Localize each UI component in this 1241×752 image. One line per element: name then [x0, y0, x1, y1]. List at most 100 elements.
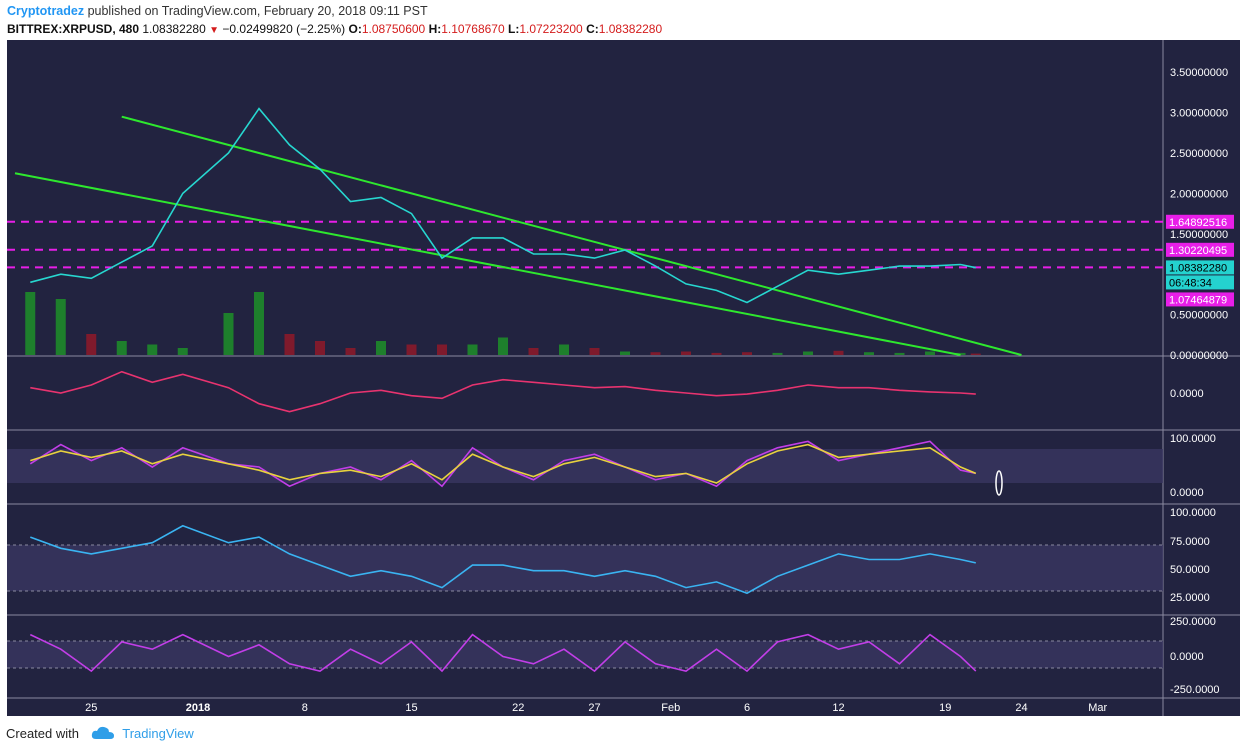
volume-bar	[894, 352, 905, 355]
high-value: 1.10768670	[441, 22, 505, 36]
volume-bar	[177, 348, 188, 355]
volume-bar	[681, 351, 691, 355]
last-price: 1.08382280	[142, 22, 206, 36]
volume-bar	[55, 299, 66, 355]
x-tick-label: 15	[405, 702, 417, 714]
close-label: C:	[586, 22, 599, 36]
volume-bar	[254, 292, 264, 355]
x-tick-label: 2018	[186, 702, 210, 714]
footer: Created with TradingView	[6, 726, 194, 743]
y-tick-label: 100.0000	[1170, 507, 1216, 519]
volume-bar	[315, 341, 325, 355]
stochastic-d-line	[30, 443, 977, 484]
price-badge-box	[1166, 214, 1234, 229]
price-badge: 1.30220495	[1166, 242, 1234, 257]
author-name[interactable]: Cryptotradez	[7, 4, 85, 18]
volume-bar	[284, 334, 295, 355]
volume-bar	[925, 351, 935, 355]
price-badge-label: 1.08382280	[1169, 262, 1227, 274]
y-tick-label: 0.50000000	[1170, 310, 1228, 322]
volume-bar	[559, 344, 569, 355]
price-badge-box	[1166, 275, 1234, 290]
plot-background	[7, 40, 1163, 697]
volume-bar	[742, 352, 752, 355]
rsi-band	[7, 545, 1163, 591]
volume-bar	[376, 341, 386, 355]
publish-info: Cryptotradez published on TradingView.co…	[7, 4, 428, 18]
symbol-label: BITTREX:XRPUSD, 480	[7, 22, 140, 36]
price-change: −0.02499820 (−2.25%)	[222, 22, 346, 36]
trend-line	[121, 115, 1022, 356]
y-tick-label: 75.0000	[1170, 536, 1210, 548]
annotation-ellipse	[995, 470, 1003, 496]
price-badge-box	[1166, 260, 1234, 275]
price-line	[30, 107, 976, 304]
y-tick-label: 0.0000	[1170, 487, 1204, 499]
volume-bar	[620, 351, 630, 355]
open-label: O:	[348, 22, 362, 36]
y-tick-label: 0.0000	[1170, 651, 1204, 663]
volume-bar	[223, 313, 234, 355]
volume-bar	[955, 352, 966, 355]
volume-bar	[147, 344, 158, 355]
price-badge-label: 06:48:34	[1169, 277, 1212, 289]
volume-bar	[406, 344, 417, 355]
x-tick-label: 6	[744, 702, 750, 714]
price-badge-label: 1.64892516	[1169, 217, 1227, 229]
x-tick-label: 22	[512, 702, 524, 714]
symbol-info: BITTREX:XRPUSD, 480 1.08382280 ▼ −0.0249…	[7, 22, 662, 36]
price-badge-label: 1.30220495	[1169, 245, 1227, 257]
volume-bar	[467, 344, 478, 355]
y-tick-label: 3.50000000	[1170, 67, 1228, 79]
time-axis-background	[7, 697, 1240, 716]
price-badge: 1.07464879	[1166, 292, 1234, 307]
price-badge: 1.64892516	[1166, 214, 1234, 229]
x-tick-label: 27	[588, 702, 600, 714]
down-arrow-icon: ▼	[209, 25, 220, 36]
y-tick-label: 2.50000000	[1170, 148, 1228, 160]
low-value: 1.07223200	[519, 22, 583, 36]
volume-bar	[589, 348, 600, 355]
y-tick-label: 100.0000	[1170, 433, 1216, 445]
x-tick-label: 19	[939, 702, 951, 714]
y-tick-label: 0.00000000	[1170, 350, 1228, 362]
price-badge: 1.08382280	[1166, 260, 1234, 275]
y-tick-label: 25.0000	[1170, 592, 1210, 604]
price-badge-label: 1.07464879	[1169, 294, 1227, 306]
volume-bar	[116, 341, 127, 355]
open-value: 1.08750600	[361, 22, 426, 36]
volume-bar	[772, 352, 783, 355]
published-text: published on TradingView.com, February 2…	[87, 4, 428, 18]
y-tick-label: 2.00000000	[1170, 188, 1228, 200]
price-badge-box	[1166, 242, 1234, 257]
volume-bar	[528, 348, 539, 355]
x-tick-label: 24	[1015, 702, 1027, 714]
price-badge: 06:48:34	[1166, 275, 1234, 290]
y-tick-label: -250.0000	[1170, 684, 1220, 696]
cci-line	[29, 633, 977, 673]
x-tick-label: 25	[85, 702, 97, 714]
y-tick-label: 50.0000	[1170, 564, 1210, 576]
oscillator-line	[30, 370, 976, 413]
volume-bar	[833, 350, 844, 355]
volume-bar	[803, 351, 813, 355]
trend-line	[14, 172, 961, 356]
volume-bar	[86, 334, 97, 355]
volume-bar	[970, 353, 981, 355]
volume-bar	[711, 352, 722, 355]
high-label: H:	[428, 22, 442, 36]
created-with-label: Created with	[6, 726, 79, 741]
stochastic-band	[7, 449, 1163, 483]
y-tick-label: 3.00000000	[1170, 108, 1228, 120]
volume-bar	[25, 292, 36, 355]
x-tick-label: Feb	[661, 702, 680, 714]
volume-bar	[498, 337, 508, 355]
rsi-line	[30, 524, 976, 595]
tradingview-link[interactable]: TradingView	[122, 726, 194, 741]
stochastic-k-line	[29, 440, 976, 488]
price-axis-background	[1163, 40, 1240, 697]
y-tick-label: 250.0000	[1170, 616, 1216, 628]
x-tick-label: Mar	[1088, 702, 1107, 714]
low-label: L:	[508, 22, 520, 36]
